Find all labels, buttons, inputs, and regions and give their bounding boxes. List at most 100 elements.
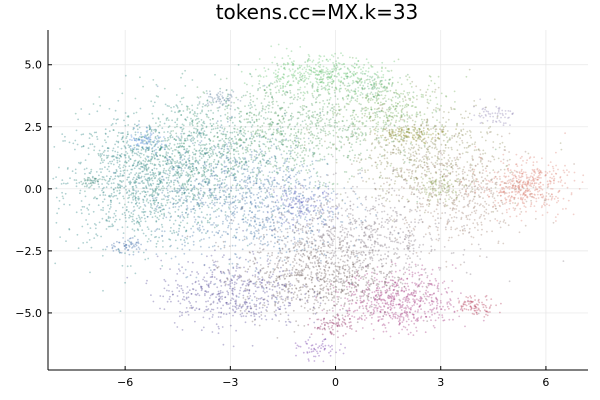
data-point [212, 170, 215, 173]
data-point [184, 164, 187, 167]
data-point [215, 154, 218, 157]
data-point [285, 111, 288, 114]
data-point [111, 225, 113, 228]
data-point [123, 119, 125, 122]
data-point [185, 211, 188, 214]
data-point [214, 146, 217, 149]
data-point [384, 149, 386, 152]
data-point [301, 151, 303, 154]
data-point [176, 180, 179, 183]
data-point [129, 215, 132, 218]
data-point [256, 193, 258, 196]
data-point [106, 156, 109, 159]
data-point [182, 187, 184, 190]
data-point [213, 144, 215, 147]
data-point [294, 179, 297, 182]
data-point [118, 249, 121, 252]
data-point [392, 144, 395, 147]
data-point [344, 87, 347, 90]
data-point [310, 102, 313, 105]
data-point [157, 202, 160, 204]
data-point [354, 93, 356, 95]
data-point [157, 211, 160, 214]
data-point [427, 146, 429, 149]
data-point [259, 242, 262, 245]
data-point [65, 182, 67, 185]
data-point [415, 113, 418, 115]
data-point [355, 120, 358, 122]
data-point [154, 197, 157, 200]
data-point [246, 146, 249, 149]
data-point [235, 141, 238, 144]
data-point [113, 191, 115, 194]
data-point [94, 180, 97, 183]
data-point [186, 200, 188, 203]
data-point [158, 137, 160, 140]
data-point [224, 113, 227, 116]
data-point [148, 124, 151, 127]
data-point [185, 119, 188, 122]
data-point [315, 89, 318, 92]
data-point [320, 138, 323, 140]
data-point [270, 207, 272, 210]
data-point [220, 171, 223, 174]
data-point [235, 150, 238, 153]
data-point [253, 113, 256, 116]
data-point [297, 72, 299, 75]
data-point [403, 154, 406, 157]
data-point [328, 121, 331, 124]
data-point [107, 180, 110, 183]
data-point [62, 182, 65, 185]
data-point [87, 153, 90, 156]
data-point [360, 220, 363, 222]
data-point [169, 170, 171, 173]
data-point [162, 169, 165, 172]
data-point [252, 180, 255, 183]
data-point [281, 122, 283, 124]
data-point [110, 162, 113, 165]
data-point [239, 144, 242, 147]
data-point [215, 122, 218, 124]
data-point [107, 204, 109, 207]
data-point [125, 137, 128, 140]
data-point [244, 132, 247, 135]
data-point [202, 216, 205, 219]
data-point [426, 120, 428, 123]
data-point [221, 179, 224, 181]
data-point [213, 204, 216, 207]
data-point [160, 147, 163, 150]
data-point [335, 64, 338, 67]
data-point [469, 134, 471, 137]
data-point [205, 178, 208, 180]
data-point [212, 123, 215, 125]
data-point [317, 83, 320, 86]
data-point [232, 168, 235, 170]
data-point [225, 169, 227, 172]
data-point [184, 69, 187, 72]
data-point [170, 162, 173, 165]
data-point [259, 185, 261, 188]
data-point [289, 96, 292, 99]
data-point [123, 172, 126, 174]
data-point [335, 109, 337, 112]
data-point [450, 108, 453, 111]
data-point [115, 194, 118, 197]
data-point [227, 195, 230, 198]
data-point [283, 135, 285, 138]
data-point [161, 234, 164, 237]
data-point [245, 196, 248, 199]
data-point [364, 80, 366, 82]
data-point [260, 206, 263, 209]
data-point [279, 120, 282, 123]
data-point [241, 147, 244, 150]
data-point [303, 72, 306, 75]
data-point [183, 132, 186, 135]
data-point [456, 149, 459, 152]
data-point [174, 160, 176, 163]
data-point [395, 119, 398, 122]
data-point [182, 163, 185, 166]
data-point [296, 210, 299, 212]
data-point [170, 257, 173, 260]
data-point [384, 121, 387, 124]
data-point [262, 185, 265, 187]
